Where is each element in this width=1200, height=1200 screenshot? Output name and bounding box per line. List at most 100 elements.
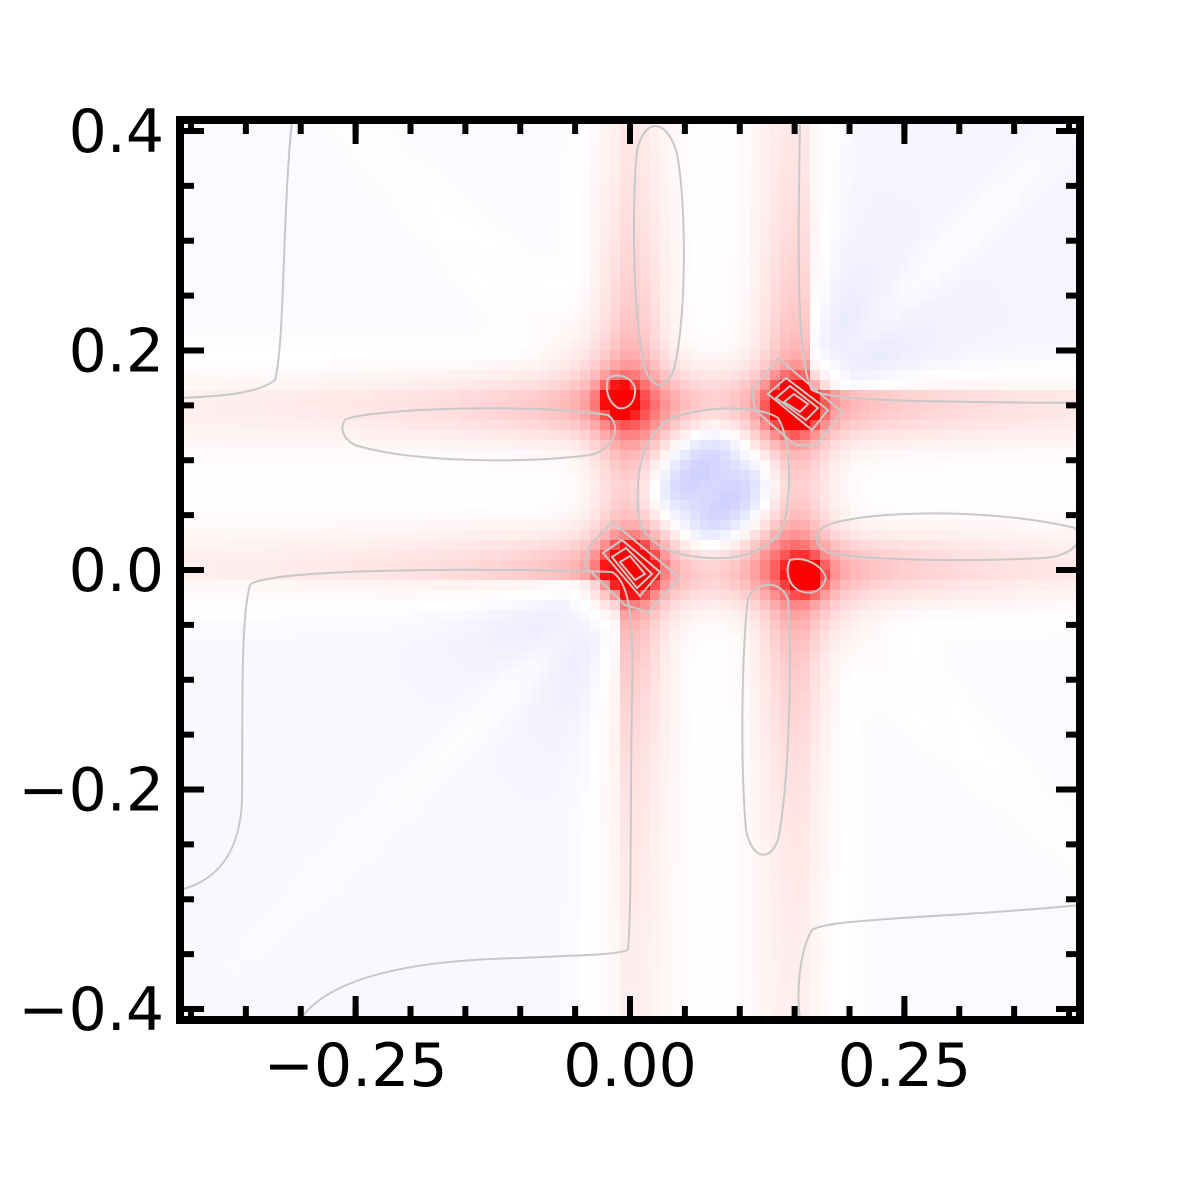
heatmap-cell: [940, 630, 951, 641]
heatmap-cell: [880, 290, 891, 301]
heatmap-cell: [220, 360, 231, 371]
heatmap-cell: [840, 440, 851, 451]
heatmap-cell: [920, 300, 931, 311]
heatmap-cell: [980, 170, 991, 181]
heatmap-cell: [940, 550, 951, 561]
heatmap-cell: [520, 450, 531, 461]
heatmap-cell: [940, 150, 951, 161]
heatmap-cell: [370, 540, 381, 551]
heatmap-cell: [920, 570, 931, 581]
heatmap-cell: [690, 120, 701, 131]
heatmap-cell: [360, 360, 371, 371]
heatmap-cell: [940, 210, 951, 221]
heatmap-cell: [380, 640, 391, 651]
heatmap-cell: [1030, 190, 1041, 201]
heatmap-cell: [530, 170, 541, 181]
heatmap-cell: [550, 250, 561, 261]
heatmap-cell: [920, 470, 931, 481]
heatmap-cell: [920, 410, 931, 421]
heatmap-cell: [800, 530, 811, 541]
heatmap-cell: [830, 570, 841, 581]
heatmap-cell: [680, 440, 691, 451]
heatmap-cell: [980, 330, 991, 341]
heatmap-cell: [610, 640, 621, 651]
heatmap-cell: [220, 490, 231, 501]
heatmap-cell: [850, 620, 861, 631]
heatmap-cell: [720, 160, 731, 171]
heatmap-cell: [700, 250, 711, 261]
heatmap-cell: [620, 140, 631, 151]
heatmap-cell: [440, 200, 451, 211]
heatmap-cell: [1020, 310, 1031, 321]
heatmap-cell: [300, 330, 311, 341]
heatmap-cell: [820, 550, 831, 561]
heatmap-cell: [440, 650, 451, 661]
heatmap-cell: [180, 200, 191, 211]
heatmap-cell: [770, 450, 781, 461]
heatmap-cell: [1000, 280, 1011, 291]
heatmap-cell: [1070, 470, 1080, 481]
heatmap-cell: [420, 250, 431, 261]
heatmap-cell: [1030, 460, 1041, 471]
heatmap-cell: [780, 390, 791, 401]
heatmap-cell: [410, 230, 421, 241]
heatmap-cell: [530, 640, 541, 651]
heatmap-cell: [520, 500, 531, 511]
heatmap-cell: [770, 400, 781, 411]
heatmap-cell: [1010, 280, 1021, 291]
heatmap-cell: [650, 150, 661, 161]
heatmap-cell: [790, 520, 801, 531]
heatmap-cell: [910, 530, 921, 541]
heatmap-cell: [770, 230, 781, 241]
heatmap-cell: [540, 200, 551, 211]
heatmap-cell: [500, 240, 511, 251]
heatmap-cell: [950, 540, 961, 551]
heatmap-cell: [280, 610, 291, 621]
heatmap-cell: [870, 390, 881, 401]
heatmap-cell: [230, 670, 241, 681]
heatmap-cell: [1000, 170, 1011, 181]
heatmap-cell: [420, 600, 431, 611]
heatmap-cell: [630, 590, 641, 601]
heatmap-cell: [970, 360, 981, 371]
heatmap-cell: [890, 650, 901, 661]
heatmap-cell: [530, 210, 541, 221]
heatmap-cell: [290, 400, 301, 411]
heatmap-cell: [850, 230, 861, 241]
heatmap-cell: [750, 290, 761, 301]
heatmap-cell: [790, 290, 801, 301]
heatmap-cell: [940, 590, 951, 601]
heatmap-cell: [410, 170, 421, 181]
heatmap-cell: [300, 460, 311, 471]
heatmap-cell: [440, 550, 451, 561]
heatmap-cell: [270, 600, 281, 611]
heatmap-cell: [210, 450, 221, 461]
heatmap-cell: [370, 220, 381, 231]
heatmap-cell: [890, 260, 901, 271]
heatmap-cell: [900, 580, 911, 591]
heatmap-cell: [310, 470, 321, 481]
heatmap-cell: [720, 180, 731, 191]
heatmap-cell: [210, 610, 221, 621]
heatmap-cell: [860, 490, 871, 501]
heatmap-cell: [400, 460, 411, 471]
heatmap-cell: [1050, 500, 1061, 511]
heatmap-cell: [320, 580, 331, 591]
heatmap-cell: [380, 120, 391, 131]
heatmap-cell: [610, 360, 621, 371]
heatmap-cell: [990, 400, 1001, 411]
heatmap-cell: [900, 640, 911, 651]
heatmap-cell: [570, 320, 581, 331]
heatmap-cell: [480, 220, 491, 231]
heatmap-cell: [700, 620, 711, 631]
heatmap-cell: [690, 410, 701, 421]
heatmap-cell: [710, 330, 721, 341]
heatmap-cell: [750, 170, 761, 181]
heatmap-cell: [760, 420, 771, 431]
heatmap-cell: [460, 560, 471, 571]
heatmap-cell: [410, 270, 421, 281]
heatmap-cell: [500, 320, 511, 331]
heatmap-cell: [660, 640, 671, 651]
heatmap-cell: [650, 540, 661, 551]
heatmap-cell: [900, 280, 911, 291]
